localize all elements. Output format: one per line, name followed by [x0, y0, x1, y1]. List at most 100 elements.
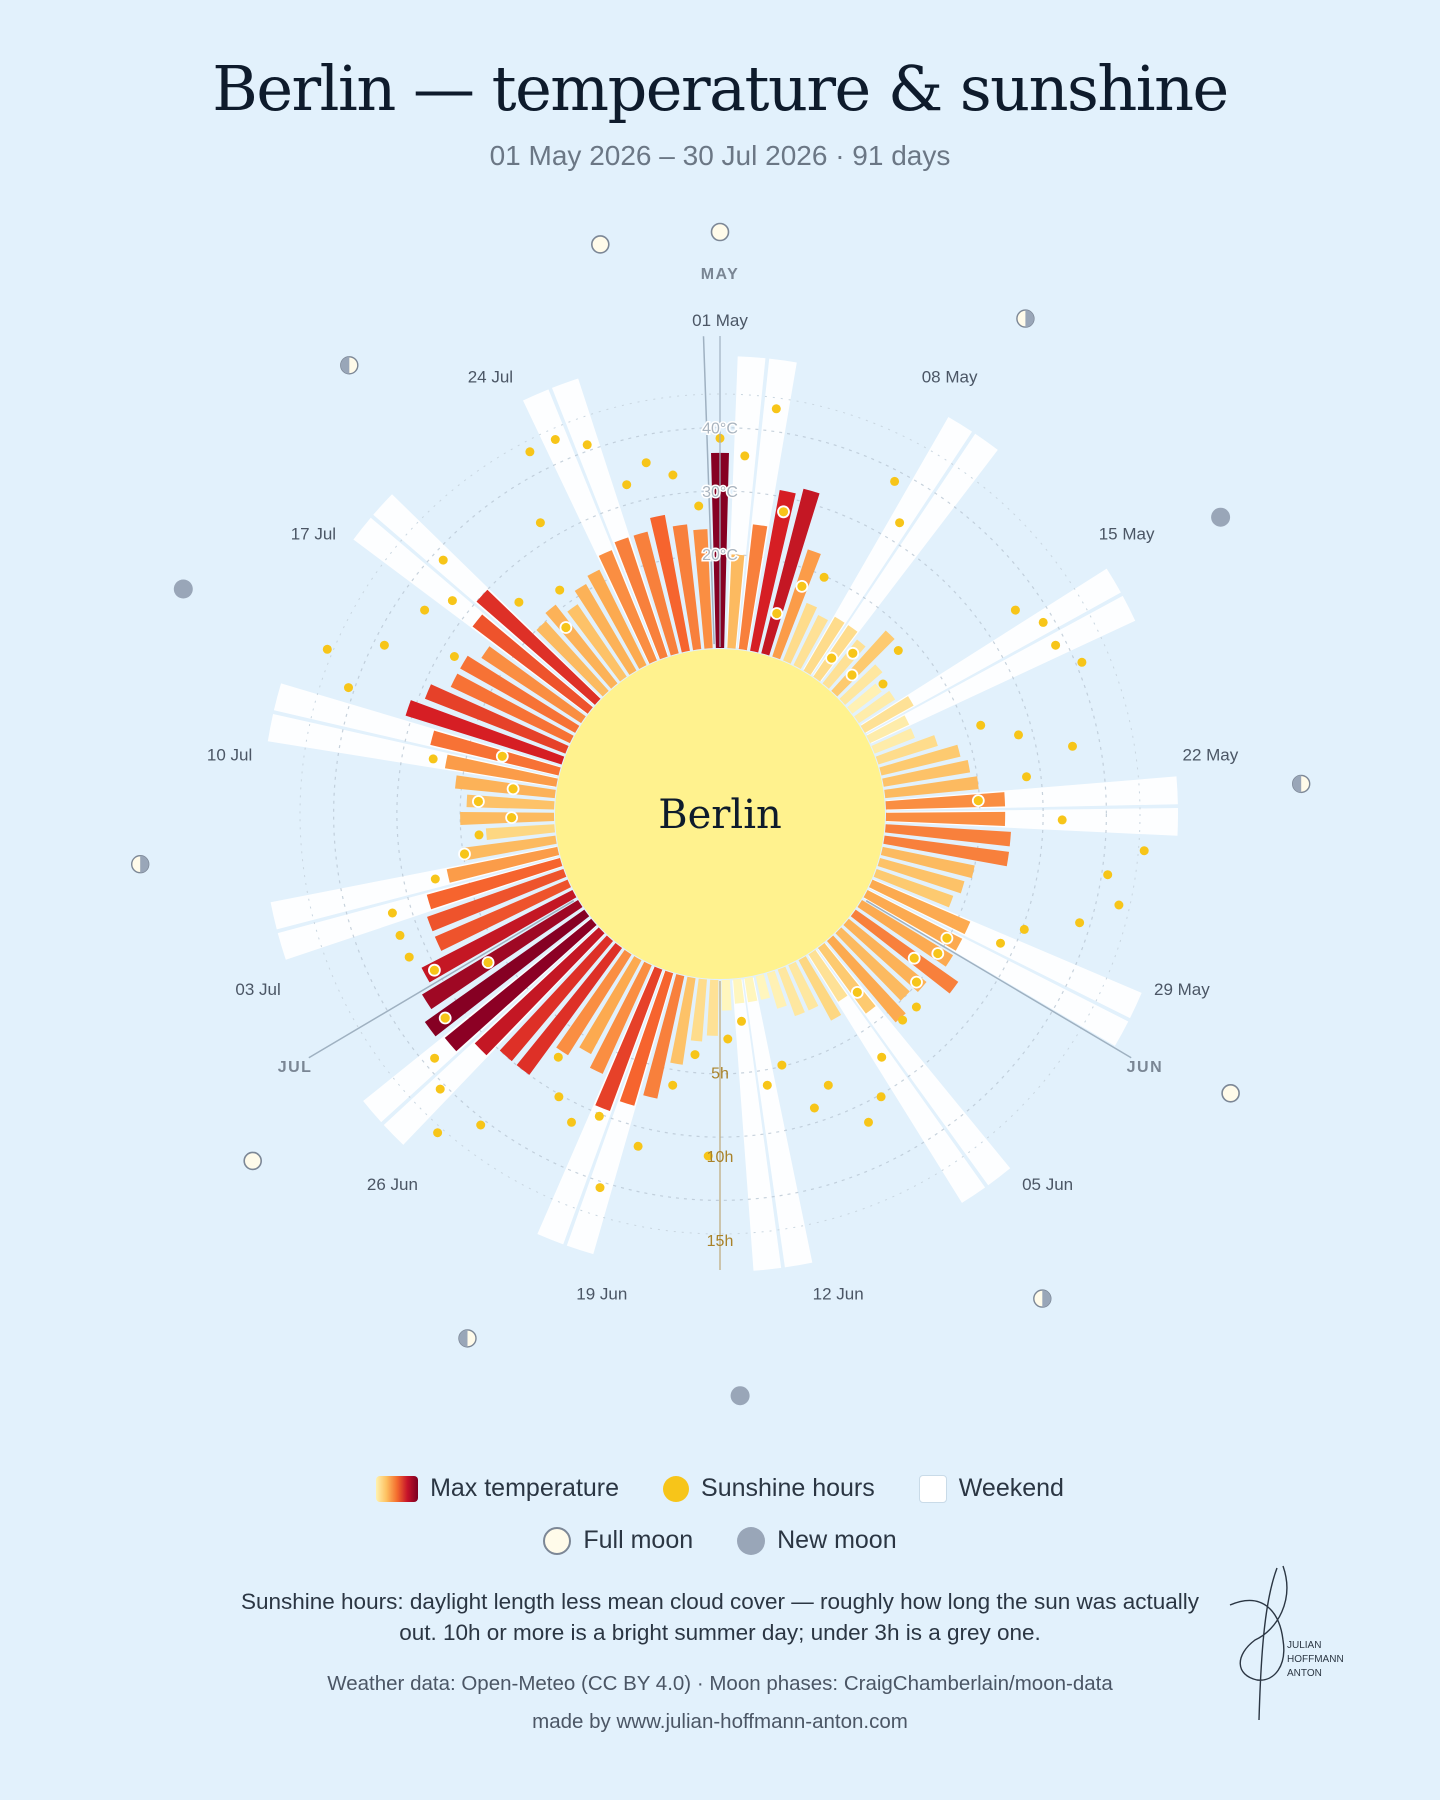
temperature-bar [875, 735, 938, 765]
temperature-bar [798, 956, 842, 1021]
sunshine-dot [495, 749, 509, 763]
signature-line-2: HOFFMANN [1287, 1654, 1344, 1665]
sunshine-dot [322, 644, 332, 654]
temperature-bar [857, 900, 954, 967]
temperature-bar [595, 966, 663, 1112]
weekend-band [803, 416, 973, 675]
temperature-bar [643, 974, 685, 1099]
sunshine-dot [1019, 924, 1029, 934]
new-moon-icon [730, 1386, 750, 1406]
temperature-bar [516, 942, 623, 1075]
sunshine-dot [703, 1151, 713, 1161]
temperature-bar [579, 956, 642, 1055]
sunshine-dot [567, 1117, 576, 1127]
sunshine-dot [471, 795, 485, 808]
date-label: 17 Jul [291, 524, 336, 543]
temperature-tick-label: 20°C [702, 547, 738, 564]
sunshine-dot [1114, 900, 1124, 910]
temperature-bar [670, 976, 696, 1065]
date-label: 03 Jul [235, 980, 280, 999]
sun-disk [555, 649, 885, 979]
sunshine-dot [877, 1052, 887, 1062]
temperature-bar [430, 730, 561, 776]
temperature-bar [783, 602, 818, 664]
weekend-band [732, 979, 782, 1271]
temperature-bar [450, 673, 574, 744]
sunshine-dot [668, 470, 678, 480]
temperature-bar [474, 927, 605, 1056]
temperature-bar [803, 616, 845, 675]
temperature-bar [589, 961, 652, 1074]
outer-grid-circle [299, 393, 1141, 1235]
sunshine-dot [387, 908, 397, 918]
half-moon-shade [1292, 775, 1302, 793]
temperature-bar [847, 683, 882, 714]
month-label: JUN [1127, 1059, 1164, 1076]
temperature-bar [884, 824, 1011, 847]
legend-full-moon: Full moon [543, 1526, 693, 1555]
temperature-bar [556, 949, 632, 1056]
temperature-bar [808, 949, 848, 1002]
temperature-bar [672, 524, 702, 651]
sunshine-dot [1014, 730, 1023, 740]
sunshine-dots [322, 404, 1149, 1193]
sunshine-dot [690, 1050, 700, 1060]
sunshine-dot [535, 518, 545, 528]
made-by-credit: made by www.julian-hoffmann-anton.com [532, 1710, 908, 1733]
sunshine-dot [476, 1120, 486, 1130]
temperature-bar [455, 775, 556, 799]
temperature-bar [733, 978, 745, 1004]
temperature-bar [885, 811, 1006, 827]
sunshine-dot [506, 782, 520, 796]
weekend-band [743, 977, 813, 1268]
sunshine-dot [1038, 617, 1048, 627]
temperature-bar [422, 900, 583, 1010]
sunshine-dot [435, 1084, 445, 1094]
temperature-bar [880, 846, 975, 879]
temperature-bar [755, 974, 771, 1000]
sunshine-dot [438, 1011, 452, 1025]
sunshine-dot [694, 501, 704, 511]
temperature-tick-label: 40°C [702, 421, 738, 438]
sunshine-dot [433, 1128, 443, 1138]
date-label: 19 Jun [576, 1285, 627, 1304]
sunshine-dot [878, 679, 888, 689]
temperature-bar [793, 614, 828, 669]
sunshine-dot [447, 596, 457, 606]
half-moon-icon [1291, 774, 1311, 794]
sunshine-dot [428, 754, 438, 764]
temperature-tick-label: 30°C [702, 484, 738, 501]
temperature-bar [871, 728, 915, 754]
temperature-bar [598, 550, 657, 664]
sunshine-dot [823, 1080, 833, 1090]
month-separator-line [702, 336, 715, 645]
temperature-bar [777, 966, 805, 1017]
legend-weekend: Weekend [918, 1474, 1064, 1503]
sunshine-dot [737, 1016, 746, 1026]
date-label: 08 May [922, 368, 978, 387]
sunshine-dot [910, 975, 923, 989]
sunshine-dot [971, 794, 985, 807]
sunshine-dot [427, 963, 441, 977]
temperature-bar [614, 537, 668, 660]
date-label: 29 May [1154, 980, 1210, 999]
temperature-bar [426, 858, 563, 910]
sunshine-dot [771, 404, 781, 414]
half-moon-shade [140, 855, 149, 873]
temperature-bar [466, 794, 555, 810]
sunshine-dot [770, 607, 784, 620]
sunshine-dot [553, 1052, 563, 1062]
temperature-bar [706, 979, 719, 1036]
temperature-bar [536, 621, 609, 697]
sunshine-dot [582, 440, 592, 450]
temperature-bar [879, 744, 961, 776]
sunshine-dot [449, 652, 459, 661]
temperature-bar [863, 890, 963, 951]
date-range-subtitle: 01 May 2026 – 30 Jul 2026 · 91 days [489, 140, 951, 171]
half-moon-icon [130, 855, 150, 874]
temperature-bar [860, 696, 914, 733]
sunshine-dot [931, 947, 945, 960]
half-moon-icon [1016, 309, 1035, 328]
temperature-bar [882, 759, 971, 787]
temperature-bar [854, 690, 896, 724]
